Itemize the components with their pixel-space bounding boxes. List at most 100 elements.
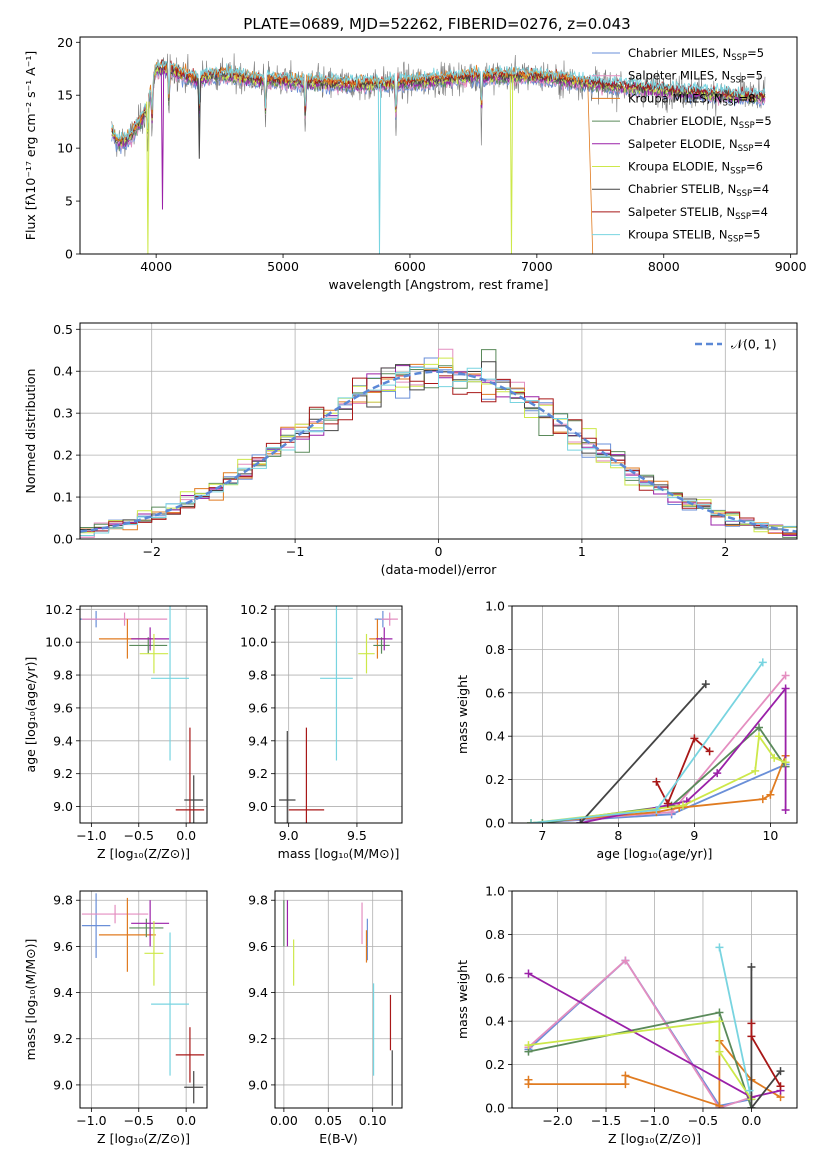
errorbar-point — [81, 612, 168, 626]
histogram-series — [80, 357, 797, 534]
legend-label-name: Kroupa ELODIE, N — [628, 160, 730, 174]
y-tick-label: 9.0 — [248, 1077, 268, 1092]
legend-label: Chabrier STELIB, NSSP=4 — [628, 182, 769, 199]
y-tick-label: 0.8 — [485, 927, 505, 942]
plus-marker — [770, 753, 779, 762]
legend-label: Salpeter MILES, NSSP=5 — [628, 69, 763, 86]
y-tick-label: 0.5 — [53, 322, 73, 337]
plus-marker — [576, 819, 585, 823]
plus-marker — [621, 956, 630, 965]
x-axis-label: Z [log₁₀(Z/Z⊙)] — [97, 1131, 190, 1146]
mass-weight-line — [527, 959, 752, 1108]
legend-label-name: Chabrier MILES, N — [628, 46, 731, 60]
x-axis-label: E(B-V) — [319, 1131, 358, 1146]
y-tick-label: 9.6 — [248, 939, 268, 954]
x-tick-label: 6000 — [394, 259, 426, 274]
plot-area — [80, 606, 205, 823]
legend-label-count: =4 — [751, 205, 768, 219]
legend-label: Salpeter STELIB, NSSP=4 — [628, 205, 768, 222]
x-axis-label: (data-model)/error — [381, 562, 498, 577]
mass-weight-line — [655, 736, 711, 806]
errorbar-point — [184, 1071, 204, 1104]
x-tick-label: 2 — [721, 544, 729, 559]
errorbar-point — [373, 637, 390, 654]
errorbar-point — [151, 606, 189, 761]
y-tick-label: 0.4 — [485, 729, 505, 744]
y-tick-label: 9.8 — [248, 668, 268, 683]
plus-marker — [755, 723, 763, 732]
y-tick-label: 5 — [65, 194, 73, 209]
errorbar-point — [320, 606, 353, 761]
y-tick-label: 9.2 — [53, 766, 73, 781]
y-tick-label: 9.2 — [248, 766, 268, 781]
plus-marker — [781, 684, 790, 693]
y-tick-label: 0.4 — [485, 1014, 505, 1029]
y-axis-label: Flux [fλ10⁻¹⁷ erg cm⁻² s⁻¹ A⁻¹] — [23, 51, 38, 240]
legend-label-sub: SSP — [738, 144, 754, 154]
y-tick-label: 9.0 — [248, 799, 268, 814]
errorbar-point — [381, 612, 398, 626]
legend-label-count: =5 — [743, 228, 760, 242]
plus-marker — [751, 766, 760, 775]
x-tick-label: 4000 — [140, 259, 172, 274]
y-tick-label: 9.6 — [248, 700, 268, 715]
legend-label-name: Chabrier STELIB, N — [628, 182, 736, 196]
legend-label-count: =5 — [746, 69, 763, 83]
x-tick-label: 8 — [614, 828, 622, 843]
y-tick-label: 9.8 — [248, 893, 268, 908]
plus-marker — [652, 777, 661, 786]
x-tick-label: −0.5 — [124, 828, 154, 843]
x-tick-label: 1 — [578, 544, 586, 559]
mass-weight-line — [750, 967, 782, 1108]
plus-marker — [745, 1086, 754, 1095]
plus-marker — [524, 969, 533, 978]
y-tick-label: 9.4 — [53, 733, 73, 748]
legend-label-name: Kroupa MILES, N — [628, 91, 723, 105]
errorbar-point — [376, 627, 393, 651]
plot-area — [111, 53, 766, 254]
plus-marker — [701, 680, 710, 689]
legend-label-sub: SSP — [731, 53, 747, 63]
errorbar-point — [175, 1027, 205, 1083]
y-tick-label: 9.6 — [53, 700, 73, 715]
x-tick-label: 0.0 — [741, 1113, 761, 1128]
legend-label-sub: SSP — [728, 235, 744, 245]
errorbar-point — [139, 633, 169, 674]
x-tick-label: 0.00 — [270, 1113, 298, 1128]
plot-area — [279, 606, 398, 823]
legend-label-sub: SSP — [736, 189, 752, 199]
panel-mass-vs-z: −1.0 −0.5 0.0 9.0 9.2 9.4 9.6 9.8 Z [log₁₀(Z/Z⊙)… — [23, 890, 208, 1146]
plus-marker — [527, 819, 535, 823]
x-tick-label: −0.5 — [124, 1113, 154, 1128]
y-axis-label: mass weight — [455, 675, 470, 754]
errorbar-point — [279, 730, 296, 823]
plus-marker — [747, 962, 756, 971]
plus-marker — [781, 758, 790, 767]
spectrum-model-line — [111, 60, 766, 141]
legend-label-name: Salpeter ELODIE, N — [628, 137, 738, 151]
y-tick-label: 1.0 — [485, 599, 505, 614]
y-tick-label: 9.0 — [53, 799, 73, 814]
plot-area — [527, 658, 790, 823]
y-tick-label: 9.4 — [248, 733, 268, 748]
x-axis-label: age [log₁₀(age/yr)] — [597, 846, 713, 861]
x-tick-label: 9000 — [775, 259, 807, 274]
figure-title: PLATE=0689, MJD=52262, FIBERID=0276, z=0… — [243, 15, 630, 33]
spectrum-feature — [146, 101, 150, 254]
errorbar-point — [184, 775, 204, 823]
x-tick-label: 8000 — [648, 259, 680, 274]
plot-area — [81, 893, 205, 1104]
x-tick-label: 5000 — [267, 259, 299, 274]
legend-label-name: Salpeter MILES, N — [628, 69, 730, 83]
y-tick-label: 0 — [65, 247, 73, 262]
plus-marker — [766, 790, 775, 799]
legend-label: Kroupa ELODIE, NSSP=6 — [628, 160, 763, 177]
y-tick-label: 9.2 — [53, 1031, 73, 1046]
legend-label-sub: SSP — [723, 98, 739, 108]
y-tick-label: 0.3 — [53, 406, 73, 421]
plus-marker — [524, 1080, 533, 1089]
y-tick-label: 9.4 — [248, 985, 268, 1000]
x-tick-label: 9.0 — [279, 828, 299, 843]
axes-frame — [79, 890, 208, 1109]
legend-entry: Kroupa MILES, NSSP=8 — [592, 91, 755, 108]
